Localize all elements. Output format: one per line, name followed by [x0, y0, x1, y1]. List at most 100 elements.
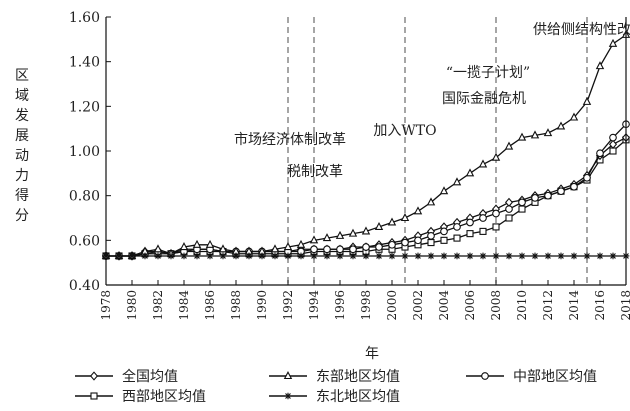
data-point — [349, 245, 357, 254]
data-point — [414, 252, 422, 260]
legend-marker — [90, 392, 98, 400]
data-point — [517, 132, 527, 141]
x-tick-label: 1994 — [307, 290, 321, 321]
data-point — [609, 133, 617, 142]
y-tick-label: 0.40 — [69, 278, 100, 294]
legend-marker — [284, 392, 292, 400]
data-point — [219, 252, 227, 260]
data-point — [466, 252, 474, 260]
legend-item-2: 东部地区均值 — [269, 369, 400, 385]
data-point — [361, 226, 371, 235]
x-tick-label: 1996 — [333, 290, 347, 321]
series-3 — [102, 120, 630, 260]
data-point — [440, 227, 448, 236]
x-tick-label: 1978 — [99, 290, 113, 321]
series-2 — [101, 29, 630, 260]
data-point — [297, 252, 305, 260]
data-point — [453, 223, 461, 231]
data-point — [232, 252, 240, 260]
data-point — [205, 239, 215, 248]
data-point — [479, 252, 487, 260]
data-point — [322, 233, 332, 242]
legend-marker — [283, 371, 293, 380]
data-point — [504, 197, 514, 208]
data-point — [570, 252, 578, 260]
data-point — [466, 218, 474, 227]
annotation-4: “一揽子计划” — [446, 64, 530, 81]
annotation-3: 加入WTO — [373, 123, 436, 139]
data-point — [608, 38, 618, 47]
x-tick-label: 2018 — [619, 290, 630, 321]
data-point — [439, 186, 449, 195]
data-point — [336, 245, 344, 254]
data-point — [401, 252, 409, 260]
legend-marker — [481, 372, 489, 380]
data-point — [388, 240, 396, 249]
x-axis-label: 年 — [365, 346, 379, 362]
x-tick-label: 1988 — [229, 290, 243, 321]
data-point — [309, 235, 319, 244]
x-tick-label: 1980 — [125, 290, 139, 321]
data-point — [504, 141, 514, 150]
data-point — [557, 187, 565, 196]
data-point — [595, 61, 605, 70]
data-point — [583, 173, 591, 182]
x-tick-label: 1986 — [203, 290, 217, 321]
x-tick-label: 2002 — [411, 290, 425, 321]
data-point — [453, 252, 461, 260]
data-point — [608, 139, 618, 149]
data-point — [569, 112, 579, 121]
legend-item-1: 全国均值 — [75, 368, 178, 385]
data-point — [466, 230, 474, 238]
data-point — [258, 252, 266, 260]
x-tick-label: 2016 — [593, 290, 607, 321]
data-point — [115, 252, 123, 260]
x-tick-label: 1984 — [177, 290, 191, 321]
data-point — [153, 244, 163, 253]
data-point — [414, 236, 422, 245]
data-point — [426, 197, 436, 206]
data-point — [479, 227, 487, 235]
data-point — [387, 217, 397, 226]
data-point — [128, 252, 136, 260]
data-point — [556, 121, 566, 130]
data-point — [453, 234, 461, 242]
x-tick-label: 1998 — [359, 290, 373, 321]
data-point — [218, 244, 228, 253]
x-tick-label: 1992 — [281, 290, 295, 321]
y-tick-label: 0.80 — [69, 189, 100, 205]
legend-label: 西部地区均值 — [122, 389, 206, 405]
data-point — [323, 252, 331, 260]
data-point — [492, 209, 500, 218]
data-point — [544, 252, 552, 260]
data-point — [283, 242, 293, 251]
annotation-6: 供给侧结构性改革 — [533, 22, 630, 38]
data-point — [141, 252, 149, 260]
data-point — [193, 252, 201, 260]
data-point — [375, 243, 383, 251]
series-lines — [101, 29, 630, 261]
y-axis-label: 区域发展动力得分 — [15, 68, 29, 224]
x-tick-label: 2004 — [437, 290, 451, 321]
x-tick-label: 2014 — [567, 290, 581, 321]
x-tick-label: 1982 — [151, 290, 165, 321]
data-point — [440, 252, 448, 260]
annotation-5: 国际金融危机 — [442, 91, 526, 107]
data-point — [518, 198, 526, 207]
data-point — [596, 252, 604, 260]
data-point — [348, 228, 358, 237]
data-point — [192, 239, 202, 248]
legend-label: 东部地区均值 — [316, 369, 400, 385]
data-point — [310, 252, 318, 260]
data-point — [609, 252, 617, 260]
legend-item-4: 西部地区均值 — [75, 389, 206, 405]
x-tick-label: 2012 — [541, 290, 555, 321]
data-point — [271, 252, 279, 260]
data-point — [505, 205, 513, 213]
data-point — [570, 182, 578, 191]
data-point — [492, 252, 500, 260]
data-point — [374, 221, 384, 230]
legend-marker — [89, 371, 99, 381]
